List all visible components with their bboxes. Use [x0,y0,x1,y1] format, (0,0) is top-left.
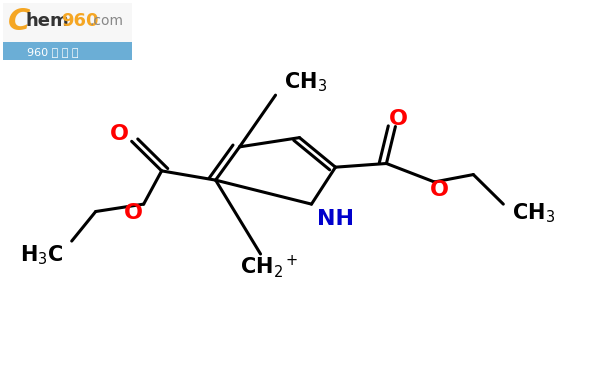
Text: CH$_2$$^+$: CH$_2$$^+$ [240,254,299,280]
Text: 960 化 工 网: 960 化 工 网 [27,46,78,57]
Bar [3,3,132,42]
Text: .com: .com [90,13,123,27]
Text: O: O [110,124,129,144]
Text: O: O [430,180,449,200]
Text: NH: NH [317,209,354,229]
Text: O: O [389,109,408,129]
Text: CH$_3$: CH$_3$ [284,70,327,94]
Text: hem: hem [25,12,70,30]
Text: 960: 960 [62,12,99,30]
Text: H$_3$C: H$_3$C [20,243,64,267]
Bar [3,42,132,60]
Text: O: O [124,202,143,223]
Text: C: C [8,8,30,36]
Text: CH$_3$: CH$_3$ [512,201,555,225]
